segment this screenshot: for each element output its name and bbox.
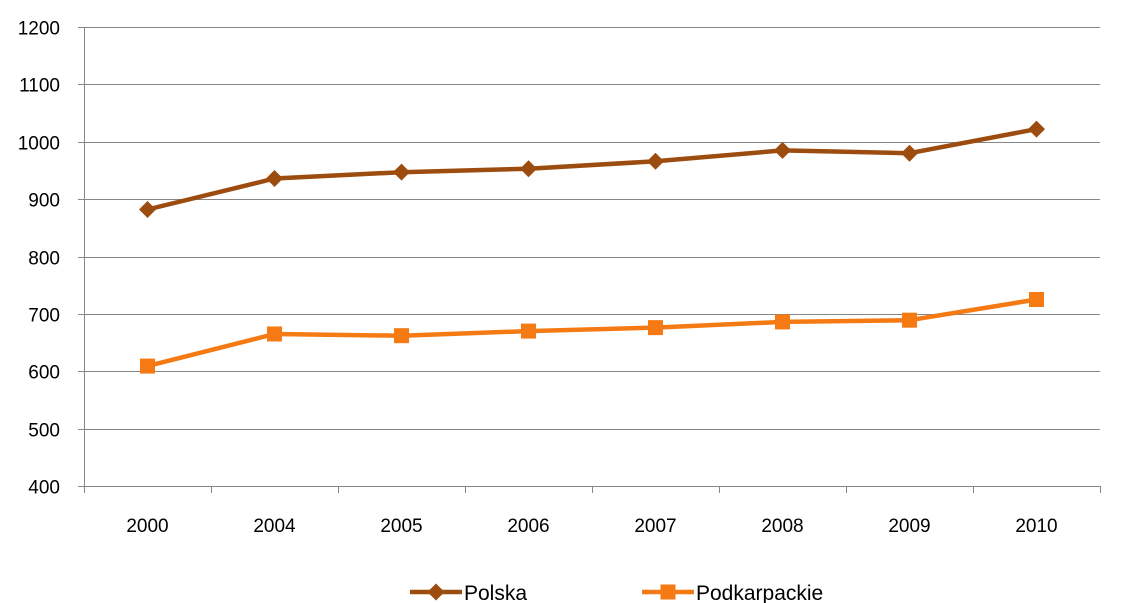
- gridlines: [84, 27, 1100, 430]
- y-tick-label: 1100: [19, 76, 60, 97]
- series-line: [145, 297, 1039, 369]
- axes: [78, 27, 1101, 493]
- x-tick-label: 2006: [507, 516, 549, 537]
- data-point: [267, 326, 282, 342]
- y-tick-label: 700: [28, 306, 60, 327]
- data-point: [1028, 120, 1045, 138]
- legend-item-polska: Polska: [410, 582, 527, 603]
- data-point: [902, 312, 917, 328]
- data-point: [393, 163, 410, 181]
- legend-marker: [660, 584, 676, 600]
- y-tick-label: 600: [28, 363, 60, 384]
- data-point: [266, 169, 283, 187]
- data-point: [140, 358, 155, 374]
- x-tick-label: 2008: [761, 516, 803, 537]
- series-podkarpackie: [140, 292, 1044, 374]
- y-axis-tick-labels: 400 500 600 700 800 900 1000 1100 1200: [18, 19, 60, 499]
- data-point: [775, 314, 790, 330]
- x-tick-label: 2005: [380, 516, 422, 537]
- legend-item-podkarpackie: Podkarpackie: [642, 582, 823, 603]
- series-polska: [139, 120, 1045, 218]
- y-tick-label: 400: [28, 478, 60, 499]
- data-point: [1029, 292, 1044, 308]
- y-tick-label: 900: [28, 191, 60, 212]
- legend: Polska Podkarpackie: [410, 582, 823, 603]
- x-tick-label: 2010: [1015, 516, 1057, 537]
- data-point: [521, 323, 536, 339]
- data-point: [394, 328, 409, 344]
- series-line: [145, 126, 1039, 212]
- data-point: [901, 144, 918, 162]
- y-tick-label: 1200: [18, 19, 60, 40]
- y-tick-label: 800: [28, 249, 60, 270]
- data-point: [139, 200, 156, 218]
- legend-marker: [427, 583, 445, 601]
- x-tick-label: 2007: [634, 516, 676, 537]
- data-point: [520, 160, 537, 178]
- y-tick-label: 500: [28, 421, 60, 442]
- data-point: [774, 141, 791, 159]
- x-tick-label: 2009: [888, 516, 930, 537]
- data-point: [647, 152, 664, 170]
- x-axis-tick-labels: 2000 2004 2005 2006 2007 2008 2009 2010: [126, 516, 1057, 537]
- legend-label: Polska: [464, 582, 527, 603]
- y-tick-label: 1000: [18, 134, 60, 155]
- series-group: [139, 120, 1045, 374]
- x-tick-label: 2004: [253, 516, 296, 537]
- data-point: [648, 320, 663, 336]
- legend-label: Podkarpackie: [696, 582, 823, 603]
- x-tick-label: 2000: [126, 516, 168, 537]
